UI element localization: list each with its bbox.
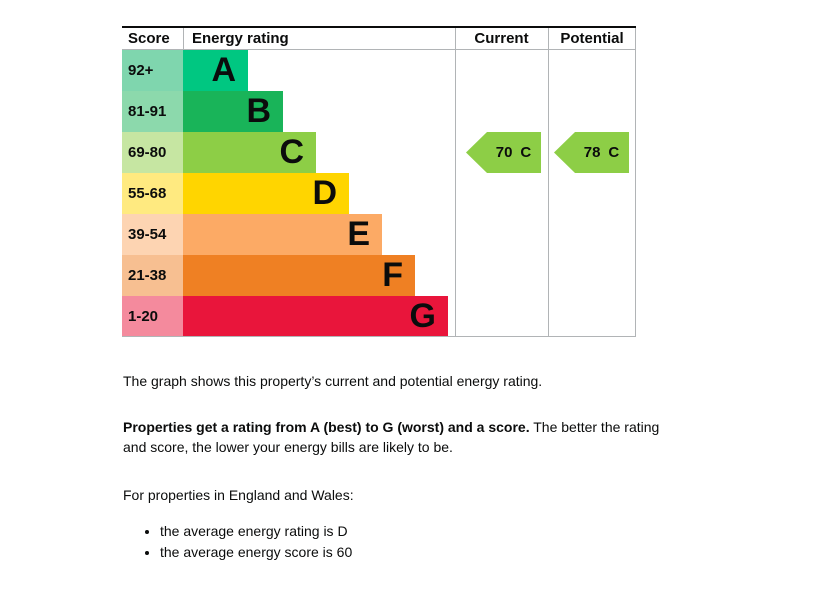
potential-column-divider — [548, 28, 549, 337]
band-score-range: 1-20 — [122, 296, 183, 337]
band-score-range: 92+ — [122, 50, 183, 91]
current-rating-value: 70 — [495, 144, 513, 161]
average-score-item: the average energy score is 60 — [160, 542, 663, 563]
ratings-explanation-bold: Properties get a rating from A (best) to… — [123, 419, 530, 435]
band-bar-e: E — [183, 214, 382, 255]
band-row-b: 81-91 B — [122, 91, 636, 132]
ratings-explanation-paragraph: Properties get a rating from A (best) to… — [123, 417, 663, 457]
band-bar-g: G — [183, 296, 448, 337]
band-score-range: 55-68 — [122, 173, 183, 214]
band-score-range: 21-38 — [122, 255, 183, 296]
current-rating-band: C — [520, 144, 532, 161]
energy-rating-column-header: Energy rating — [183, 28, 455, 49]
band-letter: D — [312, 174, 337, 212]
band-score-range: 81-91 — [122, 91, 183, 132]
graph-description-paragraph: The graph shows this property’s current … — [123, 373, 543, 389]
band-bar-c: C — [183, 132, 316, 173]
score-column-header: Score — [128, 30, 170, 47]
band-row-f: 21-38 F — [122, 255, 636, 296]
potential-rating-value: 78 — [583, 144, 601, 161]
band-row-g: 1-20 G — [122, 296, 636, 337]
averages-list: the average energy rating is D the avera… — [123, 521, 663, 563]
average-rating-item: the average energy rating is D — [160, 521, 663, 542]
band-bar-a: A — [183, 50, 248, 91]
current-column-header: Current — [474, 30, 529, 47]
band-row-e: 39-54 E — [122, 214, 636, 255]
band-row-c: 69-80 C — [122, 132, 636, 173]
band-letter: G — [409, 297, 436, 335]
band-row-d: 55-68 D — [122, 173, 636, 214]
band-bar-b: B — [183, 91, 283, 132]
band-letter: A — [211, 51, 236, 89]
potential-column-header: Potential — [560, 30, 624, 47]
band-letter: F — [382, 256, 403, 294]
band-letter: C — [279, 133, 304, 171]
band-letter: E — [347, 215, 370, 253]
chart-right-border — [635, 28, 636, 337]
chart-bottom-border — [122, 336, 636, 337]
band-score-range: 69-80 — [122, 132, 183, 173]
band-score-range: 39-54 — [122, 214, 183, 255]
potential-rating-band: C — [608, 144, 620, 161]
energy-rating-chart: Score Energy rating Current Potential 92… — [122, 26, 636, 337]
rating-bands: 92+ A 81-91 B 69-80 C 55-68 D 39-54 E 21… — [122, 50, 636, 337]
regions-intro-paragraph: For properties in England and Wales: — [123, 487, 354, 503]
chart-header-row: Score Energy rating Current Potential — [122, 28, 636, 50]
band-row-a: 92+ A — [122, 50, 636, 91]
band-bar-d: D — [183, 173, 349, 214]
ratings-explanation-rest: The better the rating and score, the low… — [123, 419, 660, 455]
explanatory-text: The graph shows this property’s current … — [123, 371, 663, 563]
band-bar-f: F — [183, 255, 415, 296]
current-column-divider — [455, 28, 456, 337]
band-letter: B — [246, 92, 271, 130]
